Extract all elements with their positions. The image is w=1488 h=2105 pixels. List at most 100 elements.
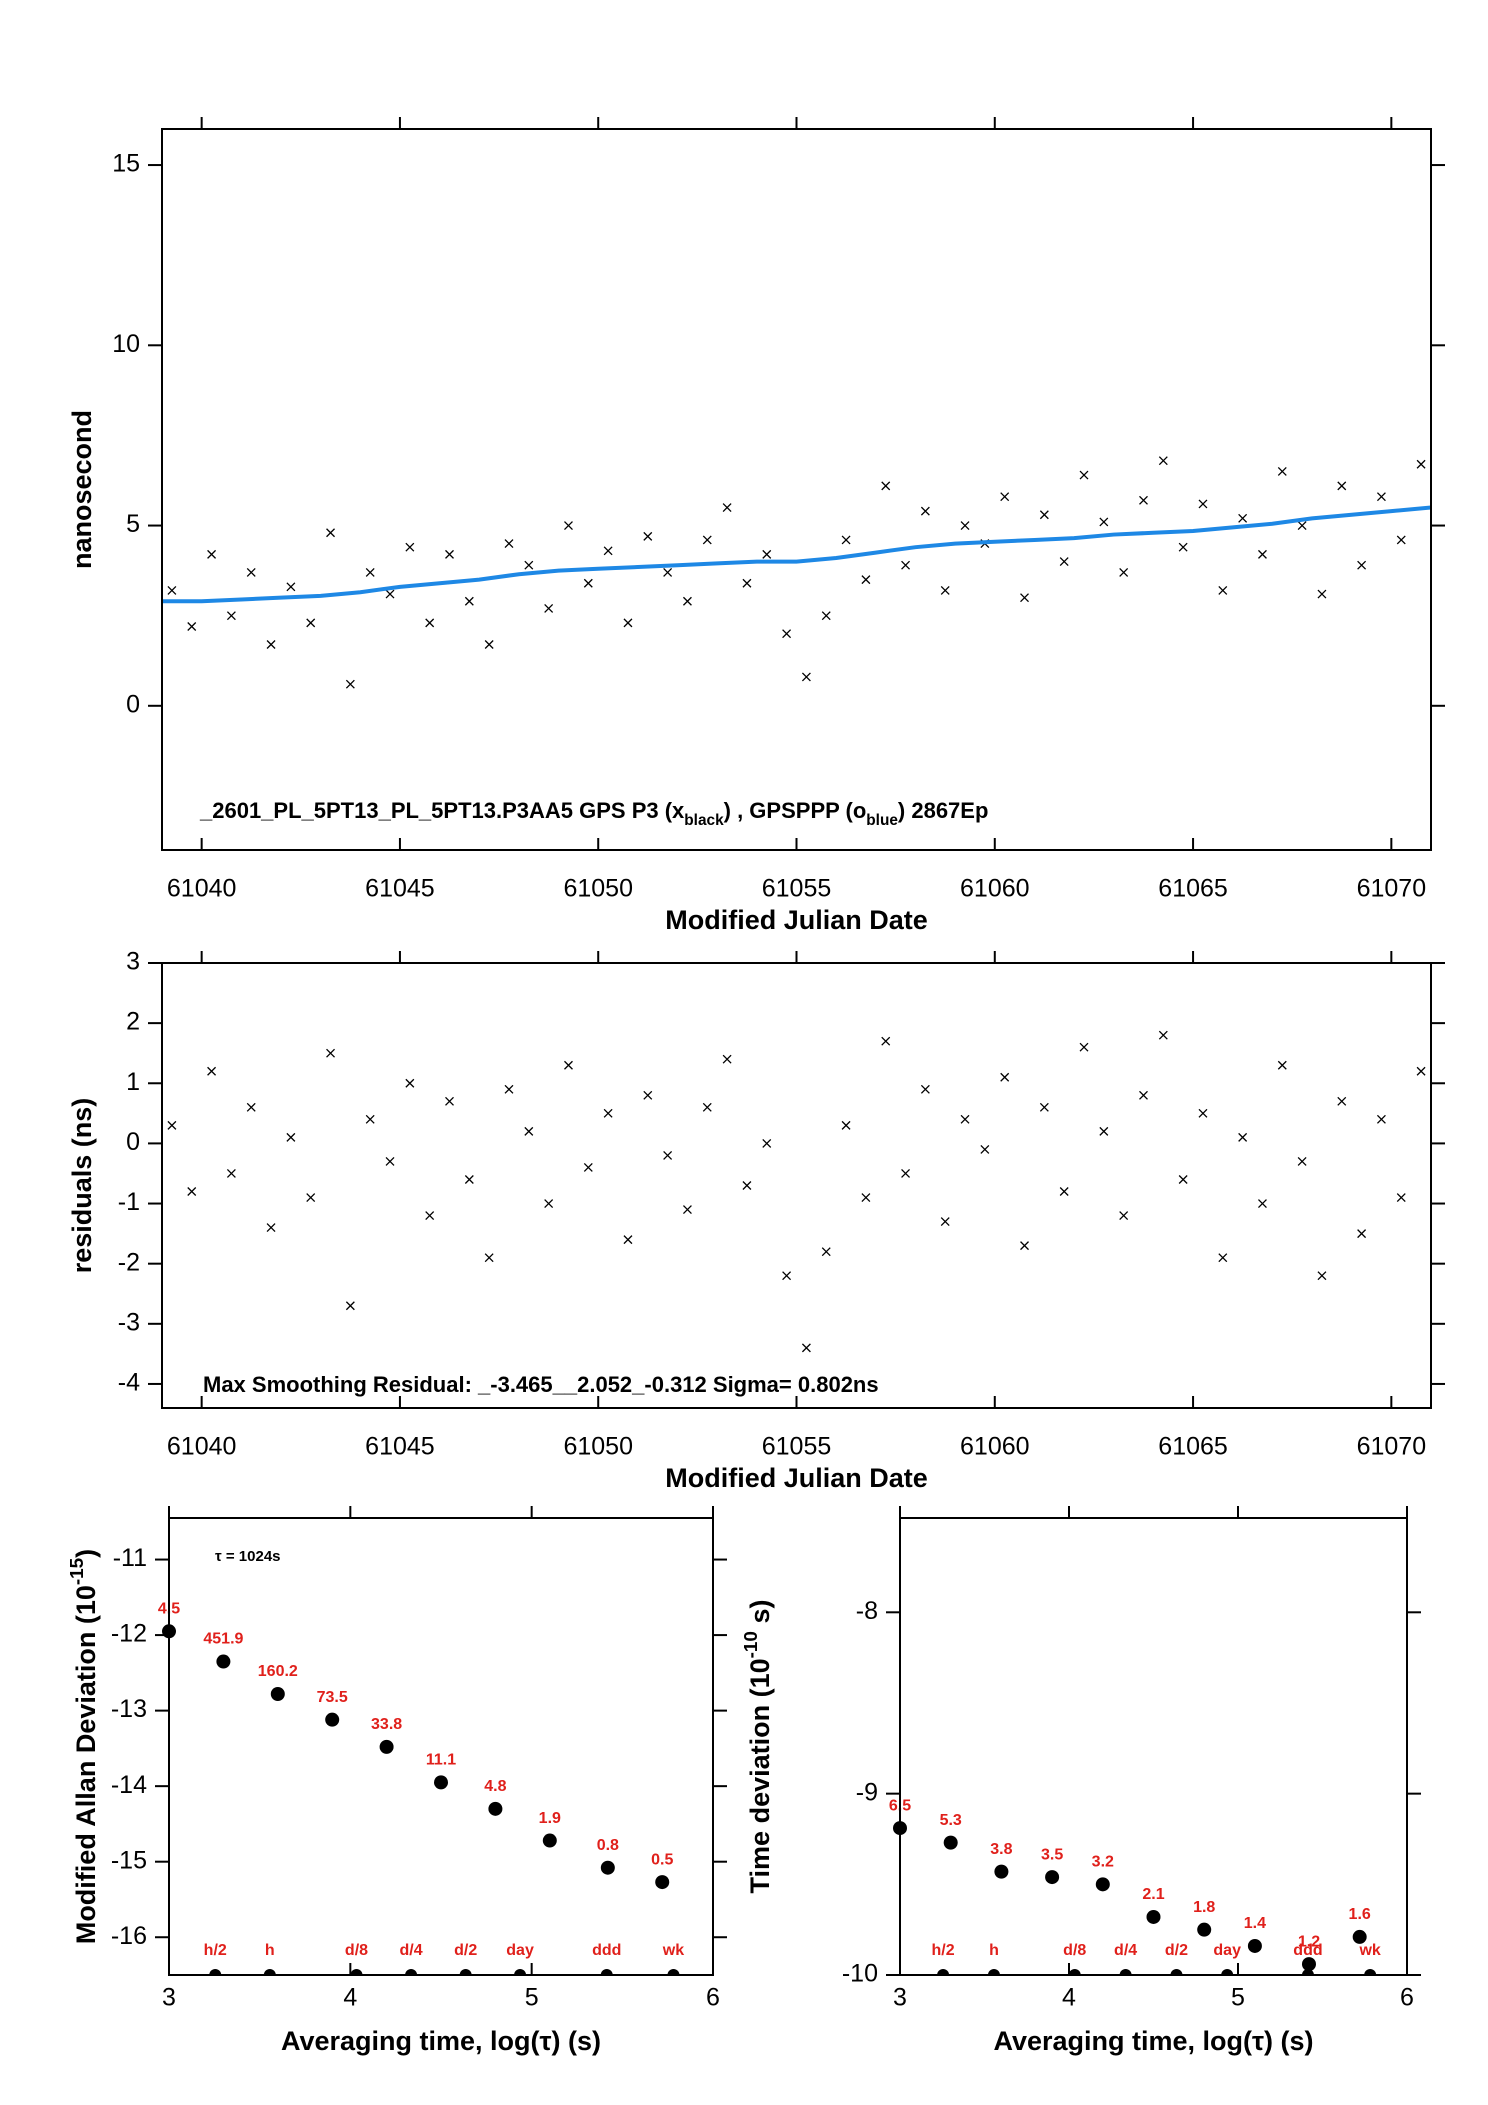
- x-point: [1178, 542, 1188, 552]
- x-shape: [940, 1217, 950, 1227]
- x-shape: [1198, 499, 1208, 509]
- x-shape: [643, 531, 653, 541]
- x-shape: [365, 1114, 375, 1124]
- x-shape: [484, 1253, 494, 1263]
- marker-label: d/2: [454, 1942, 477, 1959]
- x-point: [940, 1217, 950, 1227]
- x-point: [1317, 1271, 1327, 1281]
- x-point: [365, 567, 375, 577]
- x-axis-label: Modified Julian Date: [665, 1463, 928, 1493]
- x-point: [643, 531, 653, 541]
- x-axis-label: Averaging time, log(τ) (s): [281, 2026, 601, 2056]
- x-shape: [960, 1114, 970, 1124]
- y-tick-label: -8: [856, 1597, 878, 1625]
- x-tick-label: 61055: [762, 875, 832, 903]
- x-shape: [1039, 1102, 1049, 1112]
- x-tick-label: 5: [525, 1984, 539, 2012]
- x-point: [1297, 521, 1307, 531]
- marker-label: ddd: [592, 1942, 621, 1959]
- x-shape: [1158, 456, 1168, 466]
- x-shape: [623, 618, 633, 628]
- point-label: 1.9: [539, 1810, 561, 1827]
- x-shape: [405, 542, 415, 552]
- point-label: 1.8: [1193, 1899, 1215, 1916]
- frame: [161, 128, 1432, 851]
- point-label: 0.8: [597, 1837, 619, 1854]
- point: [600, 1860, 615, 1875]
- marker-label: d/2: [1165, 1942, 1188, 1959]
- marker-label: d/4: [1114, 1942, 1137, 1959]
- text-part: ) , GPSPPP (o: [724, 798, 867, 823]
- x-point: [881, 1036, 891, 1046]
- y-tick-label: -2: [118, 1248, 140, 1276]
- x-shape: [306, 1193, 316, 1202]
- x-shape: [1020, 593, 1029, 603]
- x-shape: [762, 549, 772, 559]
- point: [1247, 1938, 1262, 1953]
- marker-point: [937, 1969, 950, 1975]
- x-point: [1258, 1199, 1267, 1208]
- x-shape: [1119, 567, 1129, 577]
- x-point: [187, 622, 197, 631]
- text-part: s): [745, 1600, 775, 1632]
- x-shape: [504, 539, 514, 549]
- marker-point: [667, 1969, 680, 1975]
- x-axis-label: Modified Julian Date: [665, 905, 928, 935]
- x-shape: [207, 549, 217, 559]
- x-point: [1198, 1108, 1208, 1118]
- y-tick-label: -3: [118, 1308, 140, 1336]
- marker-point: [263, 1969, 276, 1975]
- x-shape: [1317, 1271, 1327, 1281]
- x-shape: [1337, 1096, 1347, 1106]
- marker-point: [350, 1969, 363, 1975]
- y-tick-label: -9: [856, 1778, 878, 1806]
- x-shape: [266, 1223, 276, 1233]
- x-shape: [762, 1138, 772, 1148]
- x-point: [1357, 1229, 1367, 1239]
- x-shape: [663, 567, 673, 577]
- x-shape: [564, 521, 573, 531]
- x-shape: [464, 1175, 474, 1184]
- frame: [161, 962, 1432, 1409]
- y-tick-label: 10: [112, 330, 140, 358]
- x-shape: [345, 1301, 355, 1311]
- x-shape: [583, 578, 593, 588]
- x-shape: [326, 528, 335, 538]
- x-shape: [385, 589, 395, 599]
- x-point: [564, 1060, 573, 1070]
- x-shape: [1396, 535, 1406, 545]
- smooth-line: [162, 505, 1431, 604]
- x-point: [583, 1163, 593, 1172]
- x-point: [801, 672, 811, 682]
- x-shape: [1258, 1199, 1267, 1208]
- x-point: [663, 567, 673, 577]
- x-shape: [1357, 1229, 1367, 1239]
- x-shape: [702, 535, 712, 545]
- x-point: [504, 1084, 514, 1094]
- x-tick-label: 61050: [563, 1433, 633, 1461]
- x-shape: [841, 535, 851, 545]
- x-shape: [524, 1126, 534, 1136]
- x-point: [544, 1199, 554, 1208]
- x-point: [1099, 517, 1109, 527]
- x-shape: [286, 1132, 296, 1142]
- x-point: [286, 1132, 296, 1142]
- point: [655, 1875, 670, 1890]
- x-tick-label: 61045: [365, 875, 435, 903]
- x-tick-label: 4: [1062, 1984, 1076, 2012]
- y-axis-label: Modified Allan Deviation (10-15): [67, 1549, 102, 1944]
- marker-label: wk: [662, 1942, 684, 1959]
- x-shape: [643, 1090, 653, 1100]
- x-tick-label: 61060: [960, 1433, 1030, 1461]
- x-point: [881, 481, 891, 491]
- x-shape: [167, 585, 177, 595]
- x-tick-label: 61070: [1357, 1433, 1427, 1461]
- x-shape: [1416, 459, 1426, 469]
- point: [216, 1654, 231, 1669]
- x-point: [445, 1096, 454, 1106]
- point-label: 3.2: [1092, 1854, 1114, 1871]
- x-point: [167, 585, 177, 595]
- marker-label: d/8: [1063, 1942, 1086, 1959]
- x-shape: [603, 546, 613, 556]
- x-shape: [742, 578, 752, 588]
